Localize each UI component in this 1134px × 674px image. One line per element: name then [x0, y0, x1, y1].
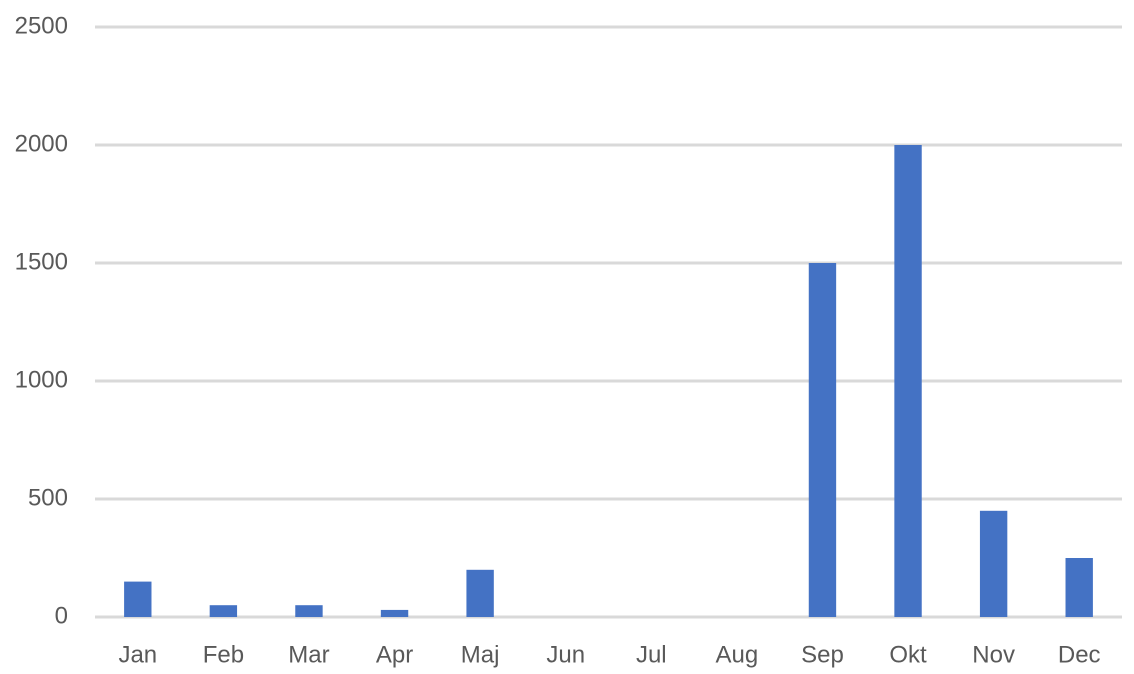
bar	[124, 581, 152, 617]
y-tick-label: 2500	[15, 12, 68, 39]
y-tick-label: 500	[28, 484, 68, 511]
x-tick-label: Sep	[801, 641, 844, 668]
x-tick-label: Aug	[716, 641, 759, 668]
y-tick-label: 1500	[15, 248, 68, 275]
x-tick-label: Dec	[1058, 641, 1101, 668]
bar	[1065, 558, 1093, 617]
bar	[979, 510, 1008, 617]
bar	[295, 605, 323, 617]
bar	[209, 605, 238, 617]
x-tick-label: Apr	[376, 641, 413, 668]
y-tick-label: 1000	[15, 366, 68, 393]
x-tick-label: Nov	[972, 641, 1015, 668]
x-tick-label: Mar	[288, 641, 329, 668]
y-tick-label: 2000	[15, 130, 68, 157]
x-tick-label: Jan	[118, 641, 157, 668]
x-tick-label: Jul	[636, 641, 667, 668]
bar	[380, 609, 409, 617]
x-tick-label: Jun	[546, 641, 585, 668]
x-tick-label: Okt	[889, 641, 927, 668]
bar	[894, 145, 922, 617]
y-tick-label: 0	[55, 602, 68, 629]
bar	[808, 263, 837, 617]
x-tick-label: Maj	[461, 641, 500, 668]
x-tick-label: Feb	[203, 641, 244, 668]
bar	[466, 569, 494, 617]
